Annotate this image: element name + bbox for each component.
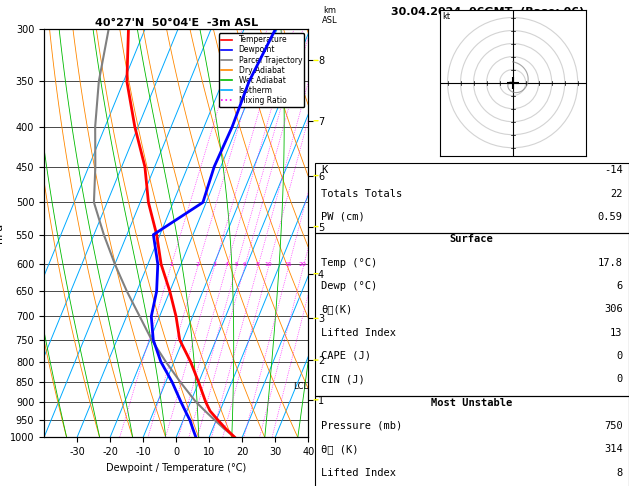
Text: 8: 8 bbox=[256, 261, 260, 267]
Text: 314: 314 bbox=[604, 444, 623, 454]
Text: 13: 13 bbox=[610, 328, 623, 338]
Text: 2: 2 bbox=[196, 261, 200, 267]
X-axis label: Dewpoint / Temperature (°C): Dewpoint / Temperature (°C) bbox=[106, 463, 246, 473]
Text: Temp (°C): Temp (°C) bbox=[321, 258, 377, 268]
Text: Dewp (°C): Dewp (°C) bbox=[321, 281, 377, 291]
Text: Most Unstable: Most Unstable bbox=[431, 398, 513, 408]
Text: -14: -14 bbox=[604, 165, 623, 175]
Text: 0: 0 bbox=[616, 351, 623, 361]
Text: Surface: Surface bbox=[450, 234, 494, 244]
Text: 22: 22 bbox=[610, 189, 623, 199]
Text: θᴄ(K): θᴄ(K) bbox=[321, 304, 352, 314]
Text: 1: 1 bbox=[169, 261, 173, 267]
Legend: Temperature, Dewpoint, Parcel Trajectory, Dry Adiabat, Wet Adiabat, Isotherm, Mi: Temperature, Dewpoint, Parcel Trajectory… bbox=[219, 33, 304, 107]
Text: 30.04.2024  06GMT  (Base: 06): 30.04.2024 06GMT (Base: 06) bbox=[391, 7, 584, 17]
Text: 306: 306 bbox=[604, 304, 623, 314]
Title: 40°27'N  50°04'E  -3m ASL: 40°27'N 50°04'E -3m ASL bbox=[94, 18, 258, 28]
Text: 4: 4 bbox=[225, 261, 228, 267]
Y-axis label: hPa: hPa bbox=[0, 223, 4, 243]
Text: 0: 0 bbox=[616, 374, 623, 384]
Text: 10: 10 bbox=[264, 261, 272, 267]
Text: Totals Totals: Totals Totals bbox=[321, 189, 402, 199]
Text: PW (cm): PW (cm) bbox=[321, 212, 365, 222]
Text: 15: 15 bbox=[284, 261, 292, 267]
Text: 3: 3 bbox=[213, 261, 216, 267]
Bar bbox=[314, 163, 629, 233]
Text: LCL: LCL bbox=[293, 382, 308, 391]
Bar bbox=[314, 396, 629, 486]
Text: 6: 6 bbox=[616, 281, 623, 291]
Y-axis label: km
ASL: km ASL bbox=[321, 6, 337, 25]
Text: 5: 5 bbox=[235, 261, 238, 267]
Text: θᴄ (K): θᴄ (K) bbox=[321, 444, 359, 454]
Text: Pressure (mb): Pressure (mb) bbox=[321, 421, 402, 431]
Text: CIN (J): CIN (J) bbox=[321, 374, 365, 384]
Text: 17.8: 17.8 bbox=[598, 258, 623, 268]
Text: Lifted Index: Lifted Index bbox=[321, 328, 396, 338]
Text: 8: 8 bbox=[616, 468, 623, 478]
Text: 0.59: 0.59 bbox=[598, 212, 623, 222]
Text: K: K bbox=[321, 165, 327, 175]
Text: 6: 6 bbox=[243, 261, 247, 267]
Text: 20: 20 bbox=[299, 261, 307, 267]
Text: CAPE (J): CAPE (J) bbox=[321, 351, 370, 361]
Text: Lifted Index: Lifted Index bbox=[321, 468, 396, 478]
Bar bbox=[314, 233, 629, 396]
Text: 750: 750 bbox=[604, 421, 623, 431]
